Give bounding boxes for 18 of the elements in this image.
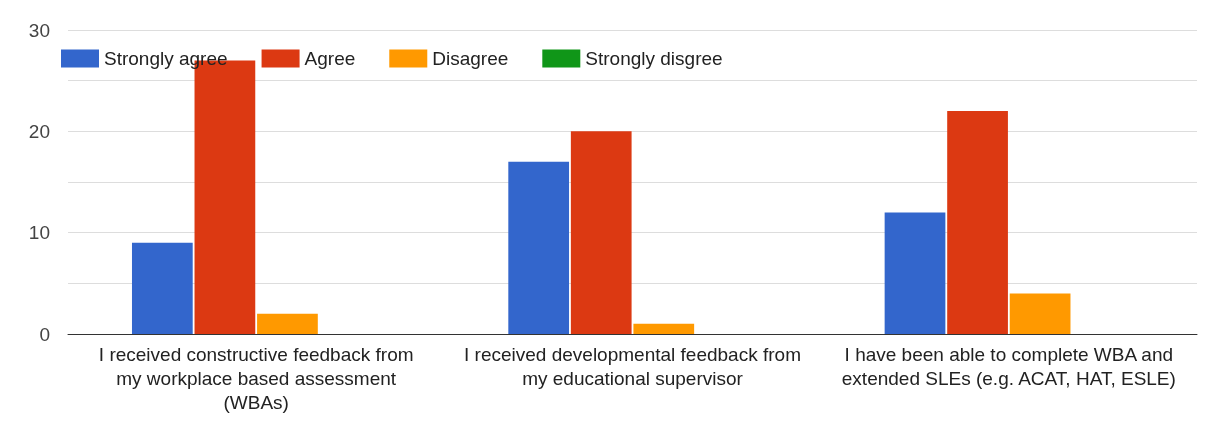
y-tick-label: 30: [28, 19, 50, 41]
bar: [884, 212, 946, 334]
legend-label: Agree: [304, 48, 356, 69]
bar: [570, 131, 632, 334]
bar: [257, 313, 318, 334]
x-tick-label: I have been able to complete WBA and extended SLEs (e.g. ACAT, HAT, ESLE): [841, 343, 1176, 389]
bar: [633, 323, 695, 334]
x-tick-label: I received developmental feedback from my educational supervisor: [464, 343, 801, 389]
y-tick-label: 0: [39, 323, 50, 345]
y-tick-label: 10: [28, 222, 50, 244]
bar: [1009, 293, 1071, 334]
legend-label: Strongly disgree: [585, 48, 723, 69]
y-tick-label: 20: [28, 120, 50, 142]
bar: [508, 161, 570, 334]
bar: [947, 111, 1008, 334]
legend-label: Disagree: [432, 48, 509, 69]
x-tick-label: I received constructive feedback from my workplace based assessment (WBAs): [98, 343, 414, 413]
bar: [131, 242, 193, 334]
